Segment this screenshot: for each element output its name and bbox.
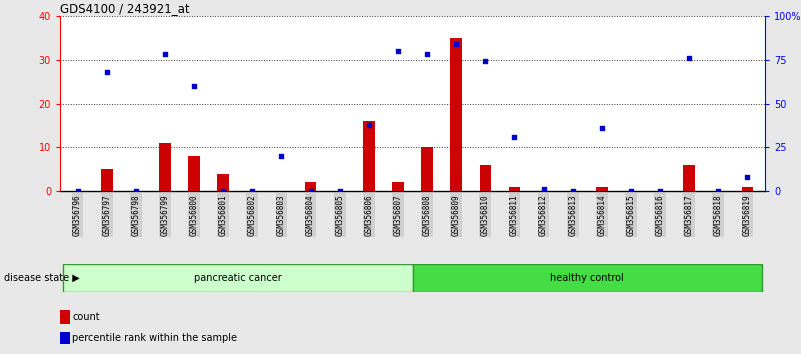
Bar bbox=[421, 147, 433, 191]
Bar bbox=[159, 143, 171, 191]
Bar bbox=[101, 169, 112, 191]
Point bbox=[130, 188, 143, 194]
Bar bbox=[683, 165, 695, 191]
Text: percentile rank within the sample: percentile rank within the sample bbox=[72, 333, 237, 343]
Bar bbox=[304, 182, 316, 191]
Point bbox=[392, 48, 405, 54]
Point bbox=[625, 188, 638, 194]
Bar bbox=[742, 187, 753, 191]
Point bbox=[508, 134, 521, 140]
Point bbox=[654, 188, 666, 194]
Point bbox=[71, 188, 84, 194]
Text: count: count bbox=[72, 312, 99, 322]
Bar bbox=[188, 156, 200, 191]
Point bbox=[246, 188, 259, 194]
Point bbox=[479, 59, 492, 64]
Point bbox=[682, 55, 695, 61]
Bar bbox=[217, 174, 229, 191]
Point bbox=[100, 69, 113, 75]
Point bbox=[275, 153, 288, 159]
Bar bbox=[413, 264, 762, 292]
Point bbox=[537, 187, 550, 192]
Point bbox=[421, 52, 433, 57]
Point bbox=[595, 125, 608, 131]
Point bbox=[741, 174, 754, 180]
Point bbox=[566, 188, 579, 194]
Bar bbox=[509, 187, 521, 191]
Text: healthy control: healthy control bbox=[550, 273, 624, 283]
Bar bbox=[480, 165, 491, 191]
Point bbox=[712, 188, 725, 194]
Point bbox=[304, 188, 317, 194]
Point bbox=[333, 188, 346, 194]
Point bbox=[159, 52, 171, 57]
Bar bbox=[363, 121, 375, 191]
Point bbox=[362, 122, 375, 127]
Bar bbox=[392, 182, 404, 191]
Text: disease state ▶: disease state ▶ bbox=[4, 273, 80, 283]
Bar bbox=[450, 38, 462, 191]
Bar bbox=[63, 264, 413, 292]
Bar bbox=[596, 187, 608, 191]
Point bbox=[450, 41, 463, 47]
Point bbox=[187, 83, 200, 89]
Point bbox=[217, 188, 230, 194]
Text: GDS4100 / 243921_at: GDS4100 / 243921_at bbox=[60, 2, 190, 15]
Text: pancreatic cancer: pancreatic cancer bbox=[194, 273, 282, 283]
